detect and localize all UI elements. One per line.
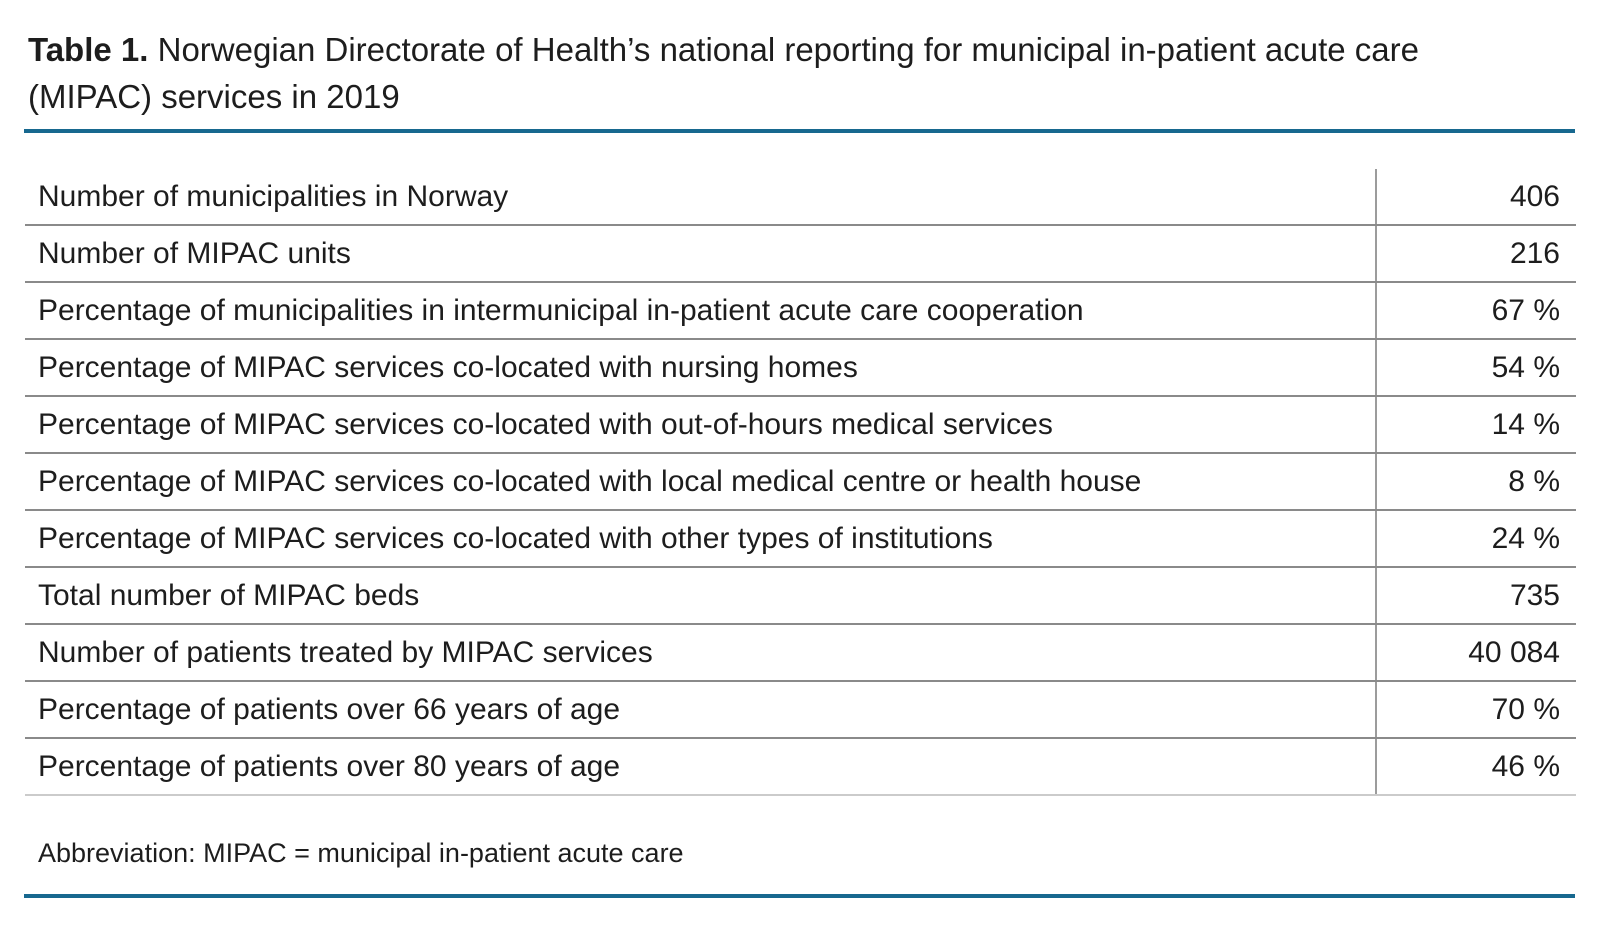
row-value: 14 % — [1375, 397, 1576, 452]
row-label: Percentage of MIPAC services co-located … — [38, 350, 858, 384]
table-row: Number of municipalities in Norway 406 — [25, 169, 1576, 226]
table-row: Percentage of MIPAC services co-located … — [25, 340, 1576, 397]
row-value: 67 % — [1375, 283, 1576, 338]
row-value: 406 — [1375, 169, 1576, 224]
row-label: Total number of MIPAC beds — [38, 578, 420, 612]
table-row: Percentage of municipalities in intermun… — [25, 283, 1576, 340]
top-accent-rule — [24, 129, 1575, 133]
row-label: Percentage of MIPAC services co-located … — [38, 521, 993, 555]
table-row: Percentage of patients over 80 years of … — [25, 739, 1576, 796]
row-value: 735 — [1375, 568, 1576, 623]
table-row: Percentage of MIPAC services co-located … — [25, 454, 1576, 511]
table-title-text: Norwegian Directorate of Health’s nation… — [28, 31, 1420, 115]
table-row: Number of MIPAC units 216 — [25, 226, 1576, 283]
table-title: Table 1. Norwegian Directorate of Health… — [28, 26, 1488, 120]
abbreviation-footnote: Abbreviation: MIPAC = municipal in-patie… — [38, 838, 684, 868]
bottom-accent-rule — [24, 894, 1575, 898]
table-row: Percentage of MIPAC services co-located … — [25, 511, 1576, 568]
row-value: 70 % — [1375, 682, 1576, 737]
table-number-label: Table 1. — [28, 31, 149, 68]
report-table: Number of municipalities in Norway 406 N… — [25, 169, 1576, 796]
row-value: 8 % — [1375, 454, 1576, 509]
row-value: 46 % — [1375, 739, 1576, 794]
row-label: Percentage of municipalities in intermun… — [38, 293, 1084, 327]
row-label: Number of patients treated by MIPAC serv… — [38, 635, 653, 669]
table-row: Percentage of patients over 66 years of … — [25, 682, 1576, 739]
row-value: 216 — [1375, 226, 1576, 281]
table-row: Total number of MIPAC beds 735 — [25, 568, 1576, 625]
row-label: Percentage of patients over 66 years of … — [38, 692, 621, 726]
row-label: Percentage of MIPAC services co-located … — [38, 464, 1142, 498]
row-value: 54 % — [1375, 340, 1576, 395]
table-row: Number of patients treated by MIPAC serv… — [25, 625, 1576, 682]
report-table-body: Number of municipalities in Norway 406 N… — [25, 169, 1576, 796]
table-row: Percentage of MIPAC services co-located … — [25, 397, 1576, 454]
row-label: Percentage of patients over 80 years of … — [38, 749, 621, 783]
row-label: Number of municipalities in Norway — [38, 179, 509, 213]
row-value: 24 % — [1375, 511, 1576, 566]
row-label: Number of MIPAC units — [38, 236, 351, 270]
row-label: Percentage of MIPAC services co-located … — [38, 407, 1053, 441]
row-value: 40 084 — [1375, 625, 1576, 680]
